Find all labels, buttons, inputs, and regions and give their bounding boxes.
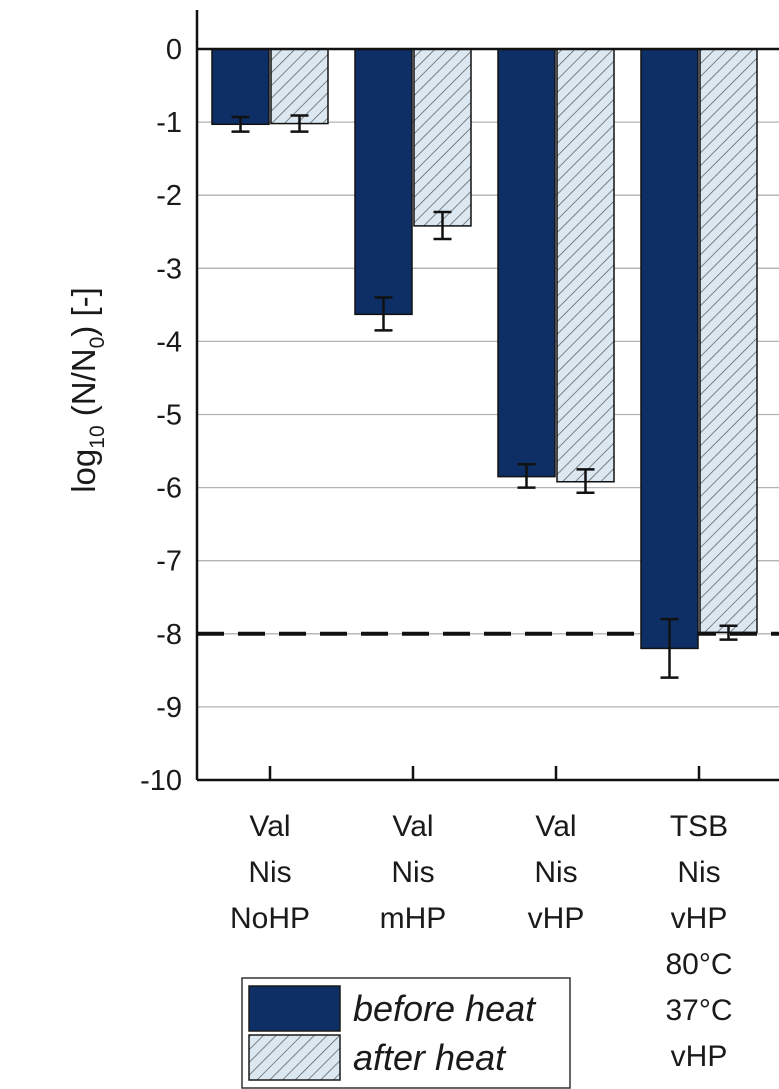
x-category-label-line: vHP [528, 902, 585, 935]
x-category-label-line: Val [249, 810, 290, 843]
y-tick-labels: 0 -1 -2 -3 -4 -5 -6 -7 -8 -9 -10 [140, 34, 182, 797]
bar-after-1 [413, 48, 472, 227]
x-category-label-line: Val [392, 810, 433, 843]
legend-label-after-heat: after heat [353, 1037, 507, 1078]
y-tick-label: -1 [156, 107, 182, 139]
y-tick-label: -2 [156, 180, 182, 212]
y-tick-label: -7 [156, 546, 182, 578]
x-category-label-line: Val [535, 810, 576, 843]
x-category-label-line: vHP [671, 1040, 728, 1073]
x-category-label-line: Nis [391, 856, 434, 889]
bar-before-1 [354, 48, 413, 316]
x-category-label-line: vHP [671, 902, 728, 935]
error-bar [374, 296, 393, 332]
x-category-label-line: 37°C [665, 994, 732, 1027]
error-bar [433, 210, 452, 241]
y-axis-label-middle: (N/N [65, 348, 102, 425]
x-category-label: TSB Nis vHP 80°C 37°C vHP [665, 810, 732, 1073]
x-category-label-line: Nis [248, 856, 291, 889]
error-bar [719, 624, 738, 641]
y-tick-label: -8 [156, 619, 182, 651]
bar-after-3 [699, 48, 758, 634]
x-category-label-line: mHP [380, 902, 447, 935]
x-category-labels: Val Nis NoHP Val Nis mHP Val Nis vHP TSB Nis vHP 80°… [230, 810, 733, 1073]
x-category-label: Val Nis vHP [528, 810, 585, 935]
bar-before-2 [497, 48, 556, 478]
axes [195, 10, 779, 782]
legend: before heat after heat [241, 977, 571, 1089]
error-bar [660, 617, 679, 679]
y-axis-label-suffix: ) [-] [65, 287, 102, 336]
bar-after-0 [270, 48, 329, 125]
legend-swatch-before-heat [248, 985, 341, 1032]
y-tick-label: -4 [156, 326, 182, 358]
gridlines [197, 121, 779, 708]
x-category-label: Val Nis NoHP [230, 810, 310, 935]
legend-label-before-heat: before heat [353, 988, 537, 1029]
y-axis-label: log10 (N/N0) [-] [65, 287, 109, 493]
error-bar [290, 114, 309, 133]
error-bar [517, 462, 536, 489]
y-axis-label-subscript: 10 [86, 425, 109, 448]
x-category-label-line: 80°C [665, 948, 732, 981]
y-tick-label: -3 [156, 253, 182, 285]
y-tick-label: -10 [140, 765, 182, 797]
y-tick-label: 0 [166, 34, 182, 66]
x-category-label-line: TSB [670, 810, 728, 843]
x-category-label-line: Nis [677, 856, 720, 889]
bar-before-0 [211, 48, 270, 126]
legend-swatch-after-heat [248, 1034, 341, 1081]
y-tick-label: -6 [156, 473, 182, 505]
error-bars-group [231, 114, 738, 679]
x-category-label-line: Nis [534, 856, 577, 889]
y-tick-label: -5 [156, 400, 182, 432]
error-bar [231, 115, 250, 133]
bars-group [211, 48, 758, 650]
bar-before-3 [640, 48, 699, 650]
x-category-label: Val Nis mHP [380, 810, 447, 935]
y-axis-label-subscript2: 0 [86, 337, 109, 349]
x-category-label-line: NoHP [230, 902, 310, 935]
y-axis-label-prefix: log [65, 449, 102, 493]
y-tick-label: -9 [156, 692, 182, 724]
bar-after-2 [556, 48, 615, 483]
error-bar [576, 468, 595, 494]
